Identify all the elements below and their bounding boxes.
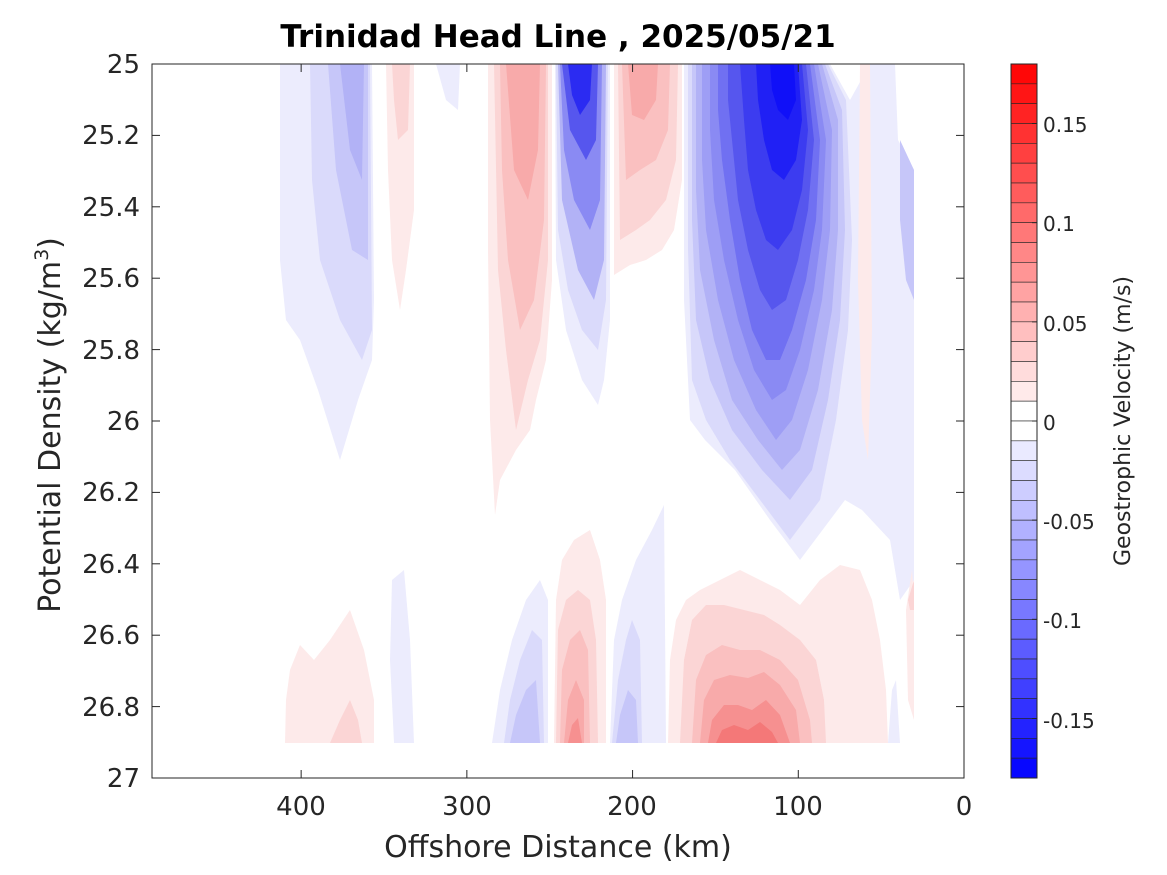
contour-band xyxy=(858,64,872,460)
x-tick-labels: 400 300 200 100 0 xyxy=(276,792,972,822)
colorbar-tick-label: -0.05 xyxy=(1043,510,1095,534)
y-tick-label: 26.6 xyxy=(82,621,140,651)
y-tick-label: 25.4 xyxy=(82,193,140,223)
colorbar-swatch xyxy=(1010,718,1038,739)
colorbar-swatch xyxy=(1010,678,1038,699)
colorbar-swatch xyxy=(1010,400,1038,422)
y-tick-label: 25 xyxy=(107,50,140,80)
contour-band xyxy=(436,64,460,110)
y-axis-label-main: Potential Density (kg/m xyxy=(33,261,68,613)
x-tick-label: 200 xyxy=(607,792,657,822)
contour-band xyxy=(506,64,540,200)
contour-band xyxy=(568,64,592,115)
colorbar-swatch xyxy=(1010,321,1038,342)
colorbar-swatch xyxy=(1010,539,1038,561)
contour-band xyxy=(390,570,414,743)
colorbar-swatch xyxy=(1010,480,1038,501)
contour-band xyxy=(888,680,900,743)
contour-band xyxy=(392,64,410,140)
contour-band xyxy=(616,690,638,743)
colorbar-tick-labels: 0.15 0.1 0.05 0 -0.05 -0.1 -0.15 xyxy=(1043,113,1095,733)
colorbar-swatch xyxy=(1010,143,1038,164)
axes-frame xyxy=(151,63,965,779)
colorbar-swatch xyxy=(1010,381,1038,402)
chart-title: Trinidad Head Line , 2025/05/21 xyxy=(280,19,835,55)
colorbar-swatch xyxy=(1010,103,1038,124)
y-tick-label: 25.2 xyxy=(82,121,140,151)
colorbar-swatch xyxy=(1010,738,1038,759)
y-tick-label: 26.2 xyxy=(82,478,140,508)
contour-band xyxy=(716,722,778,743)
x-tick-label: 400 xyxy=(276,792,326,822)
x-tick-label: 100 xyxy=(773,792,823,822)
colorbar-swatch xyxy=(1010,619,1038,640)
colorbar-tick-label: 0.1 xyxy=(1043,212,1075,236)
x-axis-label: Offshore Distance (km) xyxy=(384,830,732,865)
y-tick-label: 27 xyxy=(107,764,140,794)
y-axis-label-close: ) xyxy=(33,237,68,249)
colorbar-swatch xyxy=(1010,519,1038,541)
x-tick-label: 0 xyxy=(956,792,973,822)
colorbar-swatch xyxy=(1010,658,1038,680)
colorbar xyxy=(1010,63,1038,779)
colorbar-swatch xyxy=(1010,599,1038,620)
colorbar-swatch xyxy=(1010,262,1038,283)
colorbar-swatch xyxy=(1010,698,1038,719)
y-tick-labels: 25 25.2 25.4 25.6 25.8 26 26.2 26.4 26.6… xyxy=(82,50,140,794)
y-tick-label: 26.4 xyxy=(82,550,140,580)
colorbar-swatch xyxy=(1010,579,1038,600)
y-tick-marks xyxy=(152,63,964,779)
colorbar-swatch xyxy=(1010,83,1038,104)
colorbar-label: Geostrophic Velocity (m/s) xyxy=(1111,276,1136,566)
colorbar-swatch xyxy=(1010,361,1038,382)
colorbar-tick-label: 0.05 xyxy=(1043,312,1088,336)
colorbar-tick-label: 0 xyxy=(1043,411,1056,435)
y-tick-label: 25.8 xyxy=(82,336,140,366)
colorbar-swatch xyxy=(1010,242,1038,263)
colorbar-swatch xyxy=(1010,341,1038,362)
colorbar-swatch xyxy=(1010,757,1038,779)
y-axis-label: Potential Density (kg/m3) xyxy=(31,237,68,613)
colorbar-swatch xyxy=(1010,301,1038,323)
contour-band xyxy=(628,64,658,120)
colorbar-swatch xyxy=(1010,182,1038,204)
colorbar-swatch xyxy=(1010,63,1038,85)
colorbar-swatch xyxy=(1010,559,1038,580)
x-tick-marks xyxy=(300,64,965,778)
colorbar-tick-label: -0.15 xyxy=(1043,709,1095,733)
colorbar-swatch xyxy=(1010,500,1038,521)
y-tick-label: 26.8 xyxy=(82,693,140,723)
contour-band xyxy=(900,140,914,300)
colorbar-swatch xyxy=(1010,420,1038,442)
colorbar-swatch xyxy=(1010,162,1038,184)
colorbar-swatch xyxy=(1010,202,1038,223)
contour-band xyxy=(908,580,914,610)
y-axis-label-superscript: 3 xyxy=(31,249,53,261)
y-tick-label: 25.6 xyxy=(82,264,140,294)
colorbar-swatch xyxy=(1010,222,1038,243)
contour-band xyxy=(340,64,364,180)
contour-band xyxy=(330,700,362,743)
colorbar-swatch xyxy=(1010,281,1038,303)
contour-band xyxy=(568,718,582,743)
x-tick-label: 300 xyxy=(442,792,492,822)
contour-fills xyxy=(280,64,914,743)
contour-band xyxy=(510,680,540,743)
colorbar-tick-label: 0.15 xyxy=(1043,113,1088,137)
colorbar-swatch xyxy=(1010,440,1038,461)
y-tick-label: 26 xyxy=(107,407,140,437)
colorbar-swatch xyxy=(1010,638,1038,660)
colorbar-tick-label: -0.1 xyxy=(1043,609,1082,633)
colorbar-swatch xyxy=(1010,123,1038,144)
colorbar-swatch xyxy=(1010,460,1038,481)
contour-band xyxy=(770,64,796,120)
